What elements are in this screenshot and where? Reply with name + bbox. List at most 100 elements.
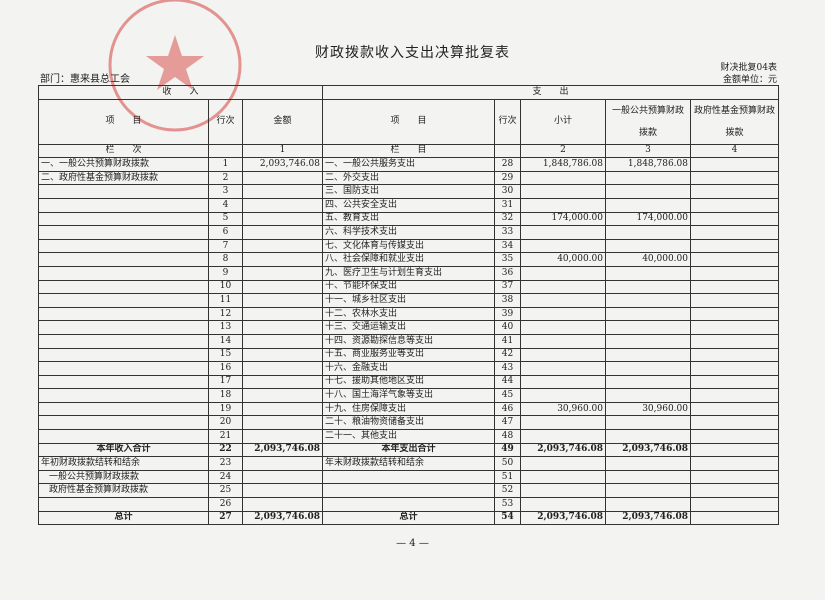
title: 财政拨款收入支出决算批复表 bbox=[315, 45, 510, 61]
table-cell: 2 bbox=[520, 143, 606, 159]
table-cell bbox=[242, 429, 323, 444]
table-cell bbox=[520, 469, 606, 485]
table-row: 13 十三、交通运输支出 40 bbox=[38, 320, 779, 335]
table-cell bbox=[605, 374, 691, 390]
table-cell: 29 bbox=[494, 170, 521, 186]
table-cell: 项 目 bbox=[38, 98, 209, 145]
table-row: 6 六、科学技术支出 33 bbox=[38, 225, 779, 240]
table-cell: 34 bbox=[494, 238, 521, 254]
table-cell: 3 bbox=[208, 184, 243, 199]
table-cell: 7 bbox=[208, 238, 243, 254]
table-cell: 51 bbox=[494, 469, 521, 485]
table-cell bbox=[520, 184, 606, 199]
table-cell bbox=[690, 347, 779, 363]
table-cell bbox=[242, 347, 323, 363]
table-cell bbox=[690, 293, 779, 308]
table-cell bbox=[38, 388, 209, 403]
table-cell: 二、外交支出 bbox=[322, 170, 495, 186]
table-cell: 一般公共预算财政拨款 bbox=[605, 98, 691, 145]
table-cell: 2,093,746.08 bbox=[242, 157, 323, 172]
table-cell: 16 bbox=[208, 361, 243, 376]
table-cell: 46 bbox=[494, 401, 521, 417]
table-cell bbox=[605, 170, 691, 186]
table-cell: 八、社会保障和就业支出 bbox=[322, 252, 495, 267]
table-cell: 十、节能环保支出 bbox=[322, 279, 495, 295]
unit: 金额单位：元 bbox=[722, 75, 777, 85]
table-cell: 2,093,746.08 bbox=[520, 442, 606, 458]
table-cell: 45 bbox=[494, 388, 521, 403]
table-row: 19 十九、住房保障支出 46 30,960.00 30,960.00 bbox=[38, 401, 779, 417]
table-cell bbox=[690, 429, 779, 444]
table-cell bbox=[520, 170, 606, 186]
table-cell bbox=[242, 483, 323, 499]
table-cell: 14 bbox=[208, 333, 243, 349]
table-cell: 七、文化体育与传媒支出 bbox=[322, 238, 495, 254]
table-row: 总计 27 2,093,746.08 总计 54 2,093,746.08 2,093,74… bbox=[38, 510, 779, 526]
table-cell bbox=[242, 238, 323, 254]
table-cell: 三、国防支出 bbox=[322, 184, 495, 199]
table-cell bbox=[690, 225, 779, 240]
table-cell bbox=[690, 252, 779, 267]
table-cell bbox=[38, 320, 209, 335]
table-cell: 六、科学技术支出 bbox=[322, 225, 495, 240]
table-cell: 32 bbox=[494, 211, 521, 227]
table-row: 项 目行次 金额项 目行次 小计 一般公共预算财政拨款 政府性基金预算财政拨款 bbox=[38, 98, 779, 145]
table-cell bbox=[322, 469, 495, 485]
table-cell bbox=[605, 197, 691, 213]
table-cell bbox=[242, 293, 323, 308]
table-cell bbox=[605, 456, 691, 471]
table-cell bbox=[690, 456, 779, 471]
table-cell bbox=[322, 483, 495, 499]
table-cell bbox=[520, 483, 606, 499]
table-row: 一般公共预算财政拨款 24 51 bbox=[38, 469, 779, 485]
table-cell bbox=[208, 143, 243, 159]
table-cell bbox=[242, 184, 323, 199]
table-cell: 收 入 bbox=[38, 85, 323, 100]
table-cell: 金额 bbox=[242, 98, 323, 145]
table-cell bbox=[690, 333, 779, 349]
table-cell: 2,093,746.08 bbox=[605, 510, 691, 526]
table-cell bbox=[38, 429, 209, 444]
table-cell bbox=[690, 265, 779, 281]
table-cell: 5 bbox=[208, 211, 243, 227]
table-cell: 2 bbox=[208, 170, 243, 186]
table-cell: 十六、金融支出 bbox=[322, 361, 495, 376]
table-cell: 二十一、其他支出 bbox=[322, 429, 495, 444]
table-cell bbox=[242, 306, 323, 322]
table-cell: 25 bbox=[208, 483, 243, 499]
table-cell bbox=[494, 143, 521, 159]
table-cell bbox=[690, 361, 779, 376]
table-cell bbox=[690, 374, 779, 390]
table-cell bbox=[242, 456, 323, 471]
table-cell: 2,093,746.08 bbox=[520, 510, 606, 526]
table-cell bbox=[605, 429, 691, 444]
table-row: 11 十一、城乡社区支出 38 bbox=[38, 293, 779, 308]
table-cell: 四、公共安全支出 bbox=[322, 197, 495, 213]
table-row: 4 四、公共安全支出 31 bbox=[38, 197, 779, 213]
table-cell bbox=[605, 265, 691, 281]
table-cell: 1 bbox=[208, 157, 243, 172]
table-cell bbox=[690, 483, 779, 499]
table-cell bbox=[242, 401, 323, 417]
table-cell: 栏 次 bbox=[38, 143, 209, 159]
table-cell: 一、一般公共服务支出 bbox=[322, 157, 495, 172]
table-cell: 十七、援助其他地区支出 bbox=[322, 374, 495, 390]
table-cell: 54 bbox=[494, 510, 521, 526]
table-cell bbox=[690, 197, 779, 213]
table-cell: 40,000.00 bbox=[520, 252, 606, 267]
table-cell: 35 bbox=[494, 252, 521, 267]
table-cell: 4 bbox=[690, 143, 779, 159]
table-cell: 24 bbox=[208, 469, 243, 485]
table-cell bbox=[242, 388, 323, 403]
table-row: 收 入支 出 bbox=[38, 85, 779, 100]
table-cell: 一般公共预算财政拨款 bbox=[38, 469, 209, 485]
table-cell bbox=[520, 374, 606, 390]
table-cell bbox=[38, 211, 209, 227]
table-cell bbox=[690, 211, 779, 227]
table-cell bbox=[605, 347, 691, 363]
table-cell: 9 bbox=[208, 265, 243, 281]
table-cell: 十四、资源勘探信息等支出 bbox=[322, 333, 495, 349]
table-cell: 项 目 bbox=[322, 98, 495, 145]
table-cell: 一、一般公共预算财政拨款 bbox=[38, 157, 209, 172]
